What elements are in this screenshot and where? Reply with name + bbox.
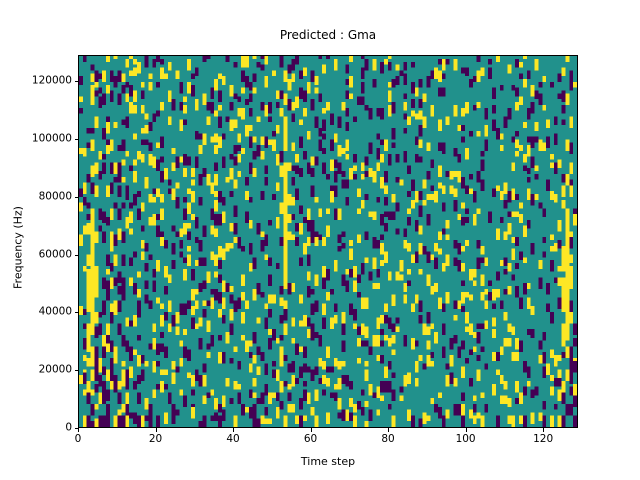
x-tick-mark <box>388 428 390 432</box>
y-tick-label: 100000 <box>31 132 72 145</box>
y-tick-mark <box>74 254 78 256</box>
x-tick-label: 20 <box>148 433 163 445</box>
heatmap-image <box>79 56 577 427</box>
y-axis-label: Frequency (Hz) <box>11 206 25 289</box>
y-tick-label: 80000 <box>38 190 72 203</box>
x-tick-mark <box>310 428 312 432</box>
y-tick-label: 40000 <box>38 305 72 318</box>
x-tick-mark <box>233 428 235 432</box>
x-tick-mark <box>465 428 467 432</box>
x-tick-label: 80 <box>381 433 395 445</box>
x-tick-mark <box>78 428 79 432</box>
y-tick-mark <box>74 81 78 83</box>
x-tick-mark <box>155 428 157 432</box>
y-tick-mark <box>74 428 78 429</box>
y-tick-mark <box>74 138 78 140</box>
x-tick-label: 60 <box>303 433 318 445</box>
y-tick-label: 120000 <box>31 74 72 87</box>
y-tick-label: 0 <box>65 421 72 434</box>
y-tick-label: 60000 <box>38 248 72 260</box>
heatmap-axes <box>78 55 578 428</box>
x-tick-label: 0 <box>74 433 82 445</box>
x-tick-label: 100 <box>455 433 476 445</box>
x-axis-label: Time step <box>300 455 356 468</box>
page-title: Predicted : Gma <box>279 28 377 42</box>
y-tick-label: 20000 <box>38 363 72 376</box>
x-tick-label: 120 <box>533 433 554 445</box>
y-tick-mark <box>74 312 78 314</box>
y-tick-mark <box>74 370 78 372</box>
y-tick-mark <box>74 196 78 198</box>
x-tick-mark <box>543 428 545 432</box>
x-tick-label: 40 <box>226 433 240 445</box>
